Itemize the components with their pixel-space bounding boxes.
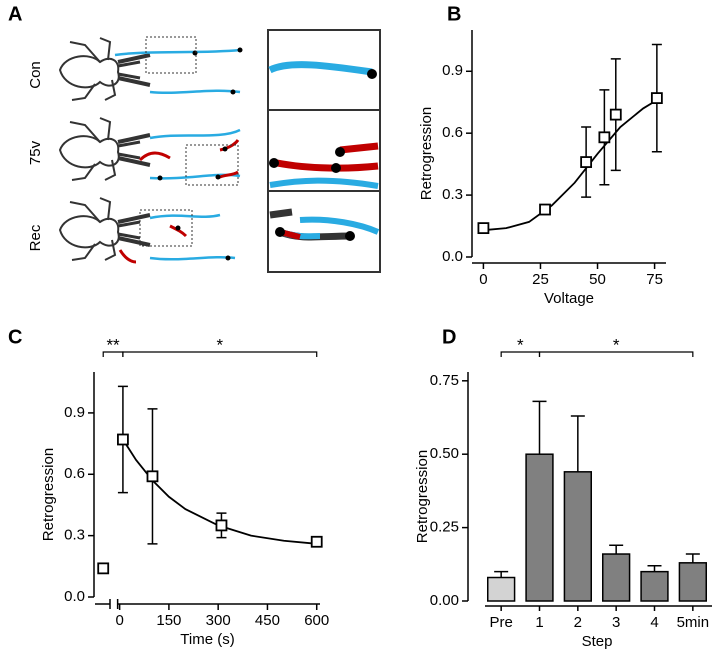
x-tick-label: 150 bbox=[156, 612, 181, 629]
significance-bracket bbox=[538, 351, 694, 357]
row-label: 75v bbox=[27, 140, 44, 165]
error-bar bbox=[609, 544, 624, 555]
error-bar bbox=[685, 553, 700, 563]
bar bbox=[563, 471, 593, 602]
row-label: Rec bbox=[27, 224, 44, 251]
y-tick-label: 0.9 bbox=[442, 62, 463, 79]
y-tick-label: 0.0 bbox=[64, 588, 85, 605]
y-tick-label: 0.00 bbox=[430, 592, 459, 609]
error-bar bbox=[570, 415, 585, 472]
significance-label: * bbox=[613, 335, 620, 354]
x-tick-label: 450 bbox=[255, 612, 280, 629]
panel-a: A Con 75v Rec bbox=[8, 3, 381, 273]
panel-label: D bbox=[442, 326, 456, 348]
point bbox=[310, 535, 323, 548]
point bbox=[580, 156, 593, 168]
x-axis-title: Step bbox=[582, 633, 613, 650]
y-axis-title: Retrogression bbox=[418, 107, 435, 200]
x-tick-label: 75 bbox=[646, 271, 663, 288]
x-tick-label: 0 bbox=[479, 271, 487, 288]
significance-bracket bbox=[122, 351, 318, 357]
significance-label: ** bbox=[106, 335, 120, 354]
insect-drawings bbox=[58, 37, 152, 262]
bar bbox=[640, 570, 669, 602]
y-axis-title: Retrogression bbox=[40, 448, 57, 541]
x-tick-label: 600 bbox=[304, 612, 329, 629]
bar bbox=[678, 562, 708, 602]
x-tick-label: 0 bbox=[115, 612, 123, 629]
error-bar bbox=[647, 565, 662, 572]
point bbox=[146, 470, 159, 483]
panel-label: B bbox=[447, 3, 461, 25]
bar bbox=[525, 453, 554, 602]
x-tick-label: 3 bbox=[612, 614, 620, 631]
point bbox=[609, 108, 622, 121]
x-axis-title: Time (s) bbox=[180, 631, 234, 648]
row-label: Con bbox=[27, 61, 44, 89]
x-tick-label: 25 bbox=[532, 271, 549, 288]
y-tick-label: 0.75 bbox=[430, 372, 459, 389]
zoom-boxes bbox=[139, 36, 239, 247]
error-bar bbox=[494, 570, 509, 578]
y-tick-label: 0.50 bbox=[430, 445, 459, 462]
wire-tips bbox=[157, 47, 243, 261]
x-tick-label: Pre bbox=[489, 614, 512, 631]
bar bbox=[487, 576, 516, 602]
x-tick-label: 4 bbox=[650, 614, 658, 631]
point bbox=[117, 433, 129, 446]
point bbox=[477, 222, 490, 235]
significance-label: * bbox=[217, 335, 224, 354]
x-axis-title: Voltage bbox=[544, 290, 594, 307]
point bbox=[598, 131, 611, 144]
fit-curve bbox=[483, 99, 658, 232]
panel-label: A bbox=[8, 3, 22, 25]
y-axis-title: Retrogression bbox=[414, 450, 431, 543]
point bbox=[215, 519, 228, 532]
point bbox=[650, 92, 663, 104]
y-tick-label: 0.3 bbox=[64, 527, 85, 544]
y-tick-label: 0.0 bbox=[442, 248, 463, 265]
y-tick-label: 0.9 bbox=[64, 404, 85, 421]
x-tick-label: 300 bbox=[206, 612, 231, 629]
panel-label: C bbox=[8, 326, 22, 348]
y-tick-label: 0.25 bbox=[430, 519, 459, 536]
point bbox=[539, 203, 551, 216]
x-tick-label: 1 bbox=[535, 614, 543, 631]
x-tick-label: 50 bbox=[589, 271, 606, 288]
bar bbox=[602, 553, 631, 602]
error-bar bbox=[532, 400, 547, 455]
fit-curve bbox=[122, 439, 317, 545]
y-tick-label: 0.6 bbox=[442, 124, 463, 141]
insets bbox=[267, 29, 381, 273]
x-tick-label: 5min bbox=[677, 614, 710, 631]
x-tick-label: 2 bbox=[574, 614, 582, 631]
y-tick-label: 0.6 bbox=[64, 465, 85, 482]
significance-label: * bbox=[517, 335, 524, 354]
y-tick-label: 0.3 bbox=[442, 186, 463, 203]
point bbox=[97, 562, 110, 575]
